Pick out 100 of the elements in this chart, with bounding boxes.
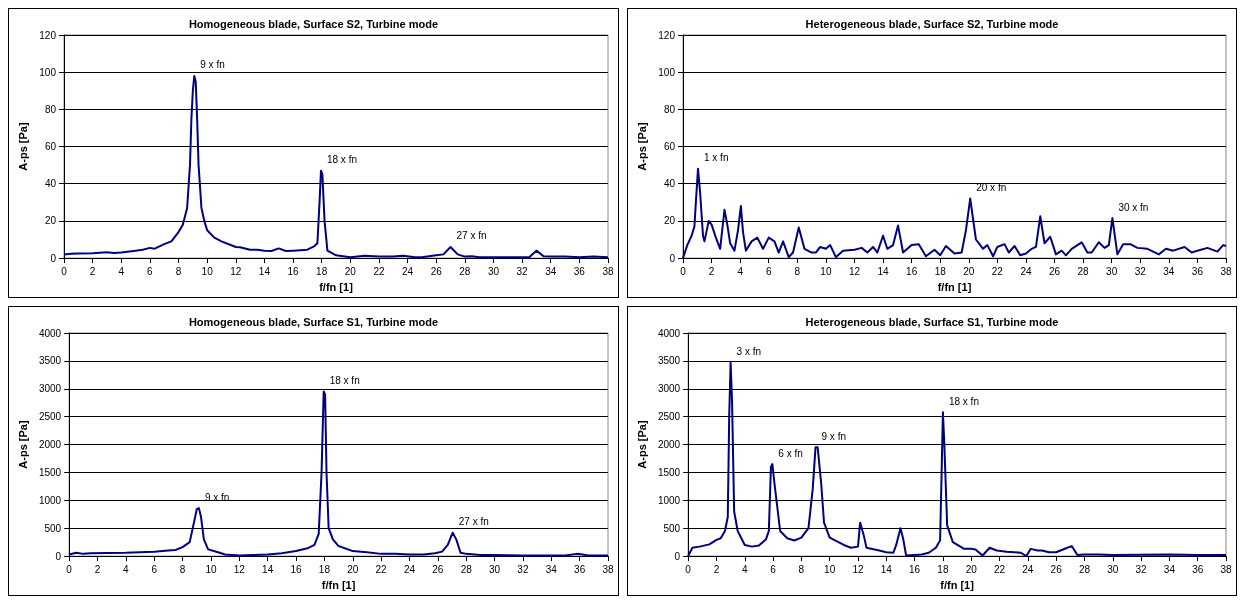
x-tick-label: 32 xyxy=(1134,265,1147,277)
x-tick-label: 12 xyxy=(230,265,242,277)
x-tick-label: 28 xyxy=(1077,265,1090,277)
y-tick-label: 4000 xyxy=(657,327,681,339)
x-tick-label: 22 xyxy=(993,563,1006,575)
x-tick-label: 20 xyxy=(963,265,975,277)
x-tick-label: 24 xyxy=(403,563,416,575)
x-tick-label: 10 xyxy=(824,563,836,575)
y-tick-label: 3500 xyxy=(657,355,681,367)
x-tick-label: 26 xyxy=(1050,563,1063,575)
y-axis-title: A-ps [Pa] xyxy=(16,420,29,469)
x-tick-label: 4 xyxy=(123,563,130,575)
y-tick-label: 20 xyxy=(44,215,57,227)
x-tick-label: 24 xyxy=(1020,265,1032,277)
x-tick-label: 28 xyxy=(1078,563,1091,575)
x-tick-label: 14 xyxy=(262,563,274,575)
x-tick-label: 12 xyxy=(852,563,864,575)
y-tick-label: 60 xyxy=(44,141,57,153)
x-tick-label: 2 xyxy=(89,265,96,277)
x-tick-label: 18 xyxy=(934,265,947,277)
x-tick-label: 24 xyxy=(1022,563,1034,575)
x-tick-label: 2 xyxy=(713,563,720,575)
chart-title: Homogeneous blade, Surface S1, Turbine mode xyxy=(188,315,439,328)
x-tick-label: 0 xyxy=(66,563,73,575)
annotation: 27 x fn xyxy=(456,230,487,242)
x-axis-title: f/fn [1] xyxy=(937,280,972,293)
y-tick-label: 40 xyxy=(44,178,57,190)
x-tick-label: 6 xyxy=(147,265,154,277)
x-tick-label: 38 xyxy=(1220,563,1232,575)
x-tick-label: 16 xyxy=(290,563,303,575)
x-tick-label: 36 xyxy=(1192,563,1204,575)
x-tick-label: 16 xyxy=(906,265,918,277)
x-tick-label: 12 xyxy=(233,563,246,575)
y-tick-label: 0 xyxy=(669,252,676,264)
y-tick-label: 4000 xyxy=(38,327,62,339)
x-tick-label: 38 xyxy=(602,265,614,277)
annotation: 27 x fn xyxy=(458,516,489,528)
x-tick-label: 38 xyxy=(1220,265,1232,277)
x-axis-title: f/fn [1] xyxy=(321,578,356,591)
annotation: 1 x fn xyxy=(704,152,729,164)
y-tick-label: 0 xyxy=(50,252,57,264)
x-tick-label: 4 xyxy=(741,563,748,575)
x-tick-label: 32 xyxy=(516,265,529,277)
x-tick-label: 16 xyxy=(909,563,921,575)
x-tick-label: 18 xyxy=(318,563,331,575)
x-tick-label: 20 xyxy=(965,563,978,575)
y-tick-label: 0 xyxy=(55,550,62,562)
y-tick-label: 2000 xyxy=(38,439,62,451)
x-tick-label: 34 xyxy=(545,265,557,277)
y-axis-title: A-ps [Pa] xyxy=(16,122,29,171)
y-tick-label: 80 xyxy=(44,103,57,115)
x-tick-label: 22 xyxy=(373,265,385,277)
x-tick-label: 4 xyxy=(737,265,744,277)
x-tick-label: 14 xyxy=(258,265,271,277)
chart-title: Heterogeneous blade, Surface S2, Turbine mode xyxy=(805,17,1059,30)
x-tick-label: 36 xyxy=(1191,265,1204,277)
y-tick-label: 1000 xyxy=(657,494,681,506)
x-tick-label: 2 xyxy=(708,265,715,277)
x-tick-label: 14 xyxy=(877,265,890,277)
x-tick-label: 30 xyxy=(1107,563,1119,575)
x-tick-label: 10 xyxy=(205,563,217,575)
x-tick-label: 10 xyxy=(201,265,214,277)
x-axis-title: f/fn [1] xyxy=(940,578,975,591)
y-tick-label: 100 xyxy=(658,66,676,78)
x-tick-label: 8 xyxy=(798,563,805,575)
y-tick-label: 20 xyxy=(663,215,676,227)
x-tick-label: 6 xyxy=(770,563,777,575)
x-tick-label: 18 xyxy=(937,563,949,575)
x-tick-label: 20 xyxy=(347,563,359,575)
y-tick-label: 2500 xyxy=(657,411,681,423)
x-tick-label: 34 xyxy=(1163,563,1176,575)
x-tick-label: 26 xyxy=(432,563,444,575)
annotation: 6 x fn xyxy=(778,447,803,459)
y-tick-label: 120 xyxy=(39,29,57,41)
x-tick-label: 30 xyxy=(487,265,500,277)
y-tick-label: 1500 xyxy=(38,466,62,478)
x-tick-label: 16 xyxy=(287,265,300,277)
y-tick-label: 2000 xyxy=(657,439,681,451)
y-tick-label: 3000 xyxy=(657,383,681,395)
annotation: 18 x fn xyxy=(329,375,360,387)
y-axis-title: A-ps [Pa] xyxy=(635,122,648,171)
y-tick-label: 120 xyxy=(658,29,676,41)
x-tick-label: 20 xyxy=(344,265,357,277)
y-tick-label: 0 xyxy=(674,550,681,562)
annotation: 18 x fn xyxy=(326,154,357,166)
x-tick-label: 8 xyxy=(179,563,186,575)
x-tick-label: 36 xyxy=(574,563,586,575)
y-tick-label: 3500 xyxy=(38,355,62,367)
x-tick-label: 26 xyxy=(430,265,443,277)
annotation: 9 x fn xyxy=(821,430,846,442)
x-tick-label: 8 xyxy=(794,265,801,277)
x-tick-label: 18 xyxy=(316,265,328,277)
x-tick-label: 6 xyxy=(765,265,772,277)
annotation: 9 x fn xyxy=(200,59,225,71)
x-tick-label: 34 xyxy=(545,563,558,575)
x-tick-label: 32 xyxy=(517,563,529,575)
x-tick-label: 12 xyxy=(848,265,861,277)
x-tick-label: 26 xyxy=(1048,265,1061,277)
y-tick-label: 500 xyxy=(44,522,62,534)
annotation: 3 x fn xyxy=(736,346,762,358)
